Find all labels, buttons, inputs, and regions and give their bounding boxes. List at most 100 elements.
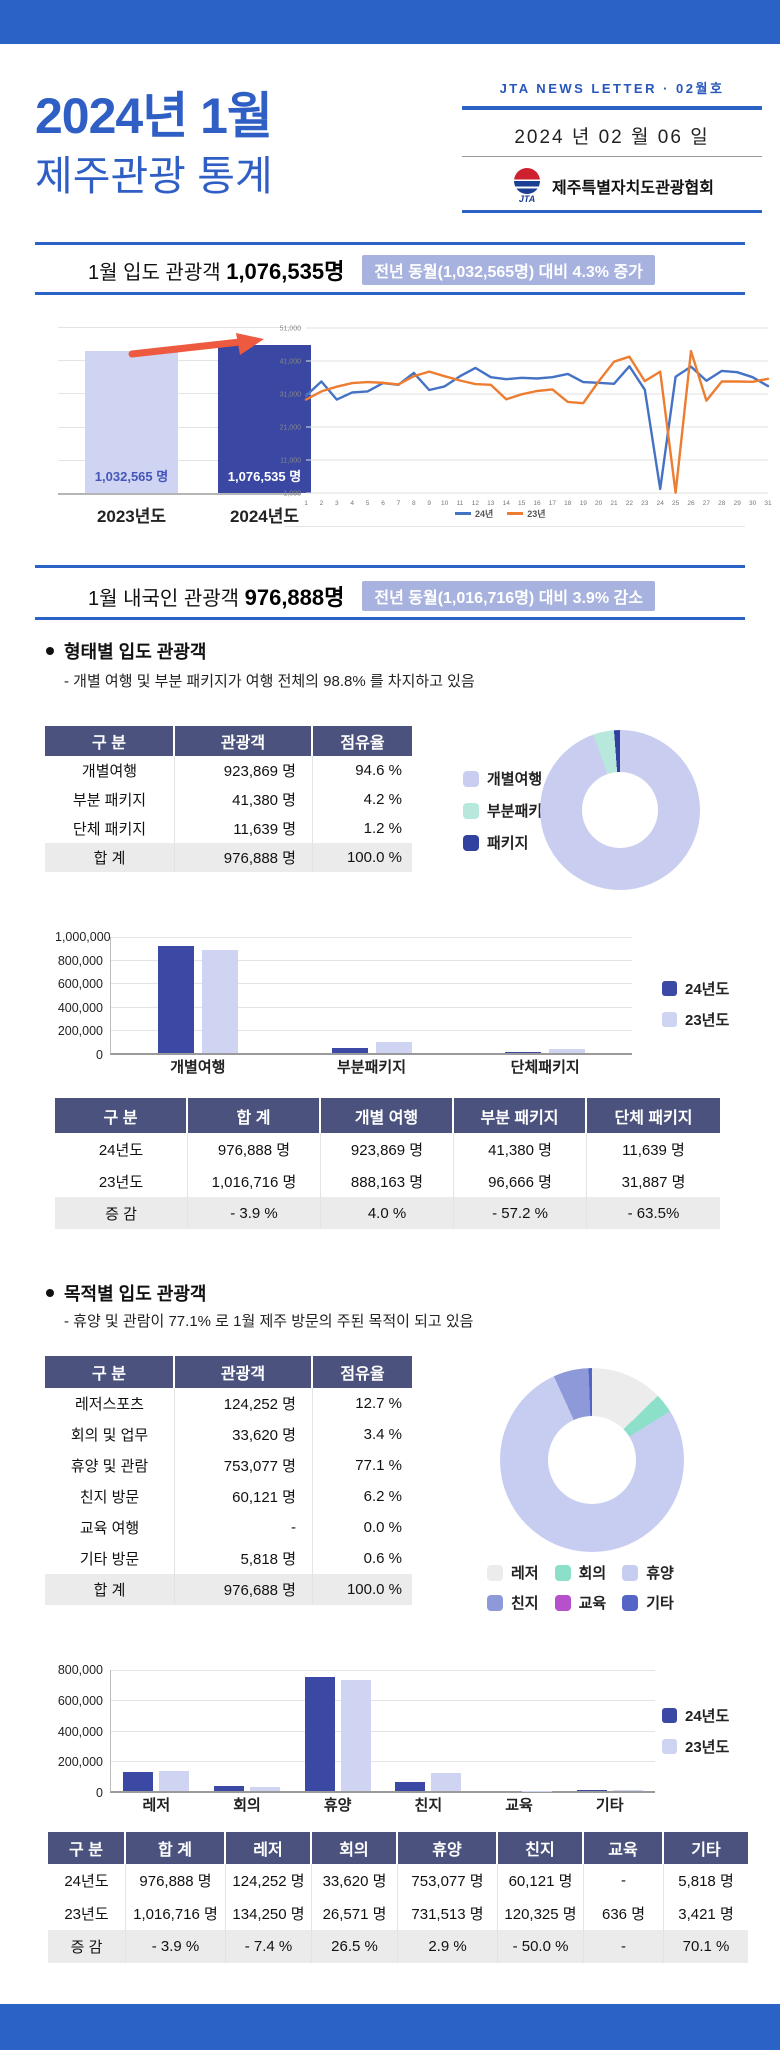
table-cell: - 7.4 % (226, 1930, 312, 1963)
table-header-cell: 기타 (691, 1842, 721, 1859)
legend-swatch-icon (554, 1594, 571, 1611)
section-rule (35, 617, 745, 620)
legend-swatch-icon (487, 1594, 503, 1611)
table-cell: 41,380 명 (454, 1133, 587, 1165)
org-name: 제주특별자치도관광협회 (552, 180, 714, 197)
y-axis-tick: 800,000 (57, 953, 103, 968)
svg-text:31: 31 (764, 500, 772, 507)
svg-text:41,000: 41,000 (280, 359, 302, 366)
purpose-share-table: 구 분 관광객 점유율 레저스포츠 124,252 명 12.7 % 회의 및 업무 33,6… (45, 1356, 412, 1605)
legend-swatch-icon (622, 1594, 639, 1611)
org-row: JTA 제주특별자치도관광협회 (462, 164, 762, 208)
table-cell: - 50.0 % (498, 1930, 584, 1963)
legend-item: 부분패키지 (463, 800, 556, 821)
y-axis-tick: 0 (96, 1786, 103, 1800)
svg-text:16: 16 (533, 500, 541, 507)
table-cell: 12.7 % (355, 1395, 402, 1412)
legend-label: 교육 (578, 1595, 607, 1612)
table-header-cell: 구 분 (45, 1356, 175, 1388)
legend-label: 24년도 (685, 981, 730, 998)
table-header-cell: 단체 패키지 (614, 1109, 693, 1127)
jta-logo-text: JTA (518, 194, 536, 204)
table-row: 증 감- 3.9 % 4.0 % - 57.2 % - 63.5% (55, 1197, 720, 1229)
svg-text:29: 29 (734, 500, 742, 507)
donut-hole (548, 1416, 636, 1504)
legend-label: 24년 (475, 509, 494, 519)
svg-text:14: 14 (503, 500, 511, 507)
svg-text:51,000: 51,000 (280, 326, 302, 333)
type-donut-chart (540, 730, 700, 890)
y-axis: 1,000,000 800,000 600,000 400,000 200,000 0 (55, 930, 111, 1062)
legend-label: 부분패키지 (487, 803, 557, 820)
table-row: 부분 패키지 41,380 명 4.2 % (45, 785, 412, 814)
table-row: 24년도 976,888 명 923,869 명 41,380 명 11,639 명 (55, 1133, 720, 1165)
table-cell: 0.6 % (363, 1550, 402, 1567)
legend-swatch-icon (463, 802, 479, 819)
legend-item: 회의 (554, 1562, 606, 1583)
divider (462, 156, 762, 157)
plot-area: 레저 회의 휴양 친지 교육 기타 (110, 1670, 655, 1814)
legend-swatch-icon (554, 1564, 571, 1581)
legend-item: 친지 (487, 1592, 539, 1613)
bar-group: 친지 (383, 1670, 474, 1814)
legend-item: 휴양 (622, 1562, 674, 1583)
purpose-donut-chart (500, 1368, 684, 1552)
domestic-label: 1월 내국인 관광객 976,888명 (88, 580, 344, 612)
table-cell: 70.1 % (682, 1938, 730, 1955)
gridline (111, 1670, 655, 1671)
type-section-heading: 형태별 입도 관광객 (46, 638, 206, 664)
donut-hole (582, 772, 658, 848)
gridline (58, 493, 301, 495)
table-row: 합 계 976,688 명 100.0 % (45, 1574, 412, 1605)
table-cell: 976,688 명 (175, 1574, 313, 1605)
category-label: 부분패키지 (337, 1059, 407, 1076)
inbound-badge: 전년 동월(1,032,565명) 대비 4.3% 증가 (362, 255, 655, 285)
table-cell: 26,571 명 (312, 1897, 398, 1930)
table-cell: 636 명 (584, 1897, 664, 1930)
table-cell: 2.9 % (398, 1930, 498, 1963)
svg-text:28: 28 (718, 500, 726, 507)
domestic-label-text: 1월 내국인 관광객 (88, 588, 240, 610)
table-cell: 33,620 명 (175, 1419, 313, 1450)
legend-item: 24년 (455, 507, 493, 520)
legend-swatch-icon (662, 981, 677, 996)
y-axis-tick: 600,000 (57, 977, 103, 992)
legend-swatch-icon (487, 1564, 503, 1581)
svg-text:24: 24 (657, 500, 665, 507)
table-row: 기타 방문 5,818 명 0.6 % (45, 1543, 412, 1574)
category-label: 레저 (142, 1797, 171, 1814)
gridline (58, 327, 301, 328)
svg-text:3: 3 (335, 500, 339, 507)
bar-group: 기타 (564, 1670, 655, 1814)
table-cell: 증 감 (55, 1197, 188, 1229)
purpose-section-desc: - 휴양 및 관람이 77.1% 로 1월 제주 방문의 주된 목적이 되고 있… (64, 1313, 474, 1330)
gridline (58, 427, 301, 428)
table-cell: 124,252 명 (175, 1388, 313, 1419)
svg-text:21,000: 21,000 (280, 425, 302, 432)
table-cell: 친지 방문 (45, 1481, 175, 1512)
table-row: 합 계 976,888 명 100.0 % (45, 843, 412, 872)
bar (331, 1048, 368, 1053)
y-axis-tick: 400,000 (57, 1724, 103, 1739)
legend-label: 23년도 (685, 1012, 730, 1029)
table-cell: 100.0 % (346, 849, 402, 866)
legend-item: 패키지 (463, 832, 556, 853)
legend-label: 기타 (646, 1595, 674, 1612)
table-header-row: 구 분 관광객 점유율 (45, 726, 412, 756)
table-header-row: 구 분 관광객 점유율 (45, 1356, 412, 1388)
legend-item: 24년도 (662, 978, 729, 999)
legend-label: 친지 (511, 1595, 539, 1612)
gridline (111, 1029, 632, 1031)
table-header-cell: 합 계 (188, 1098, 321, 1133)
bar (214, 1785, 244, 1791)
table-cell: 24년도 (55, 1133, 188, 1165)
year-bar: 1,076,535 명 (218, 345, 311, 493)
bar (304, 1677, 335, 1791)
inbound-label-text: 1월 입도 관광객 (88, 262, 221, 284)
table-header-cell: 레저 (226, 1832, 312, 1864)
category-label: 회의 (233, 1797, 261, 1814)
bar (505, 1051, 542, 1053)
domestic-badge: 전년 동월(1,016,716명) 대비 3.9% 감소 (362, 581, 655, 611)
svg-text:10: 10 (441, 500, 449, 507)
